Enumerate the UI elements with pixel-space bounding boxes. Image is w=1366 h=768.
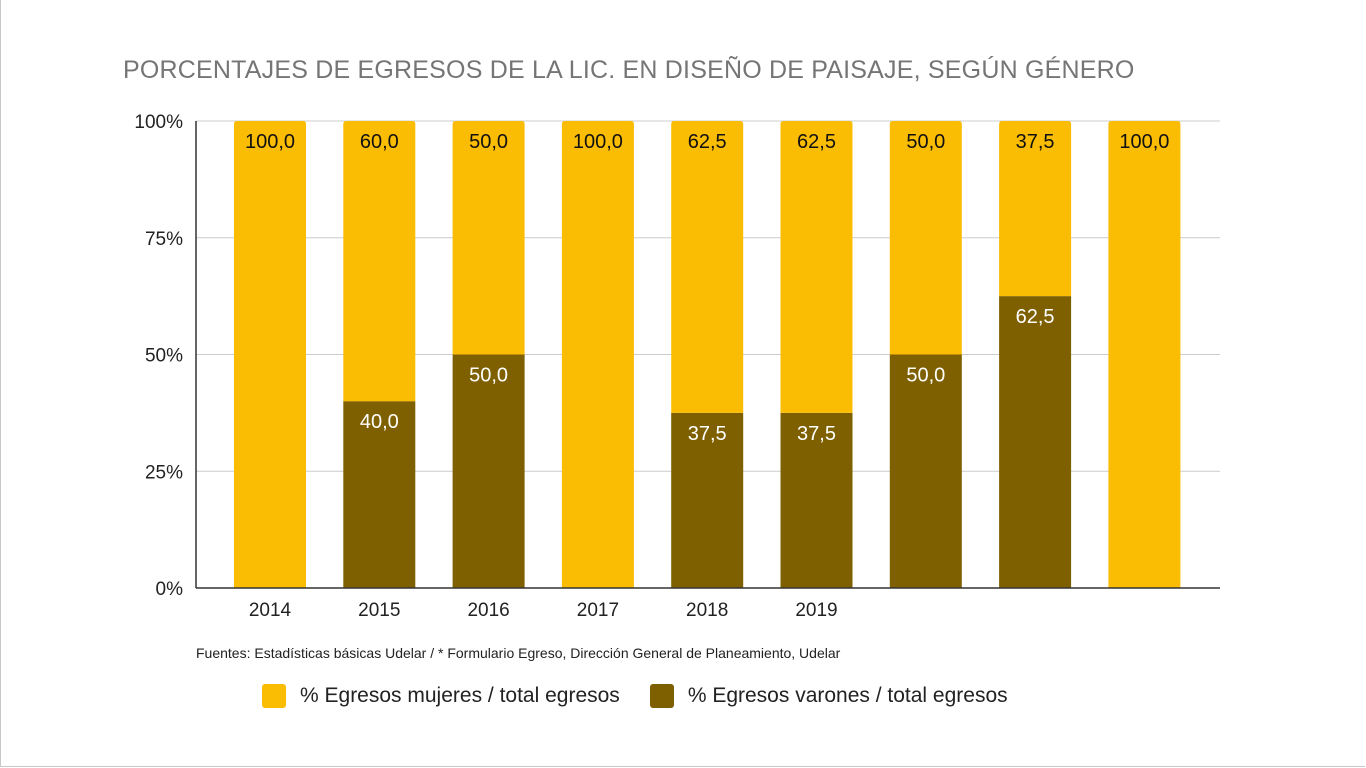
chart-title: PORCENTAJES DE EGRESOS DE LA LIC. EN DIS… xyxy=(123,56,1135,84)
chart-plot: 100,0 40,0 60,0 50,0 50,0 100,0 37,5 62,5 37,5 62… xyxy=(134,112,1220,621)
bar-mujeres xyxy=(452,121,525,355)
bar-varones xyxy=(343,401,416,588)
data-label: 37,5 xyxy=(688,423,727,445)
data-label: 50,0 xyxy=(906,365,945,387)
y-tick-label: 75% xyxy=(145,229,183,250)
y-tick-label: 50% xyxy=(145,346,183,367)
data-label: 50,0 xyxy=(906,131,945,153)
bar-mujeres xyxy=(561,121,634,588)
bar-mujeres xyxy=(889,121,962,355)
bar-mujeres xyxy=(1108,121,1181,588)
y-tick-label: 0% xyxy=(156,579,184,600)
legend-swatch-mujeres xyxy=(262,684,286,708)
bar-mujeres xyxy=(671,121,744,413)
legend-item-mujeres: % Egresos mujeres / total egresos xyxy=(262,684,620,708)
x-tick-label: 2019 xyxy=(795,600,837,621)
data-label: 62,5 xyxy=(797,131,836,153)
x-tick-label: 2014 xyxy=(249,600,292,621)
x-tick-label: 2015 xyxy=(358,600,400,621)
bar-varones xyxy=(780,412,853,588)
data-label: 62,5 xyxy=(1016,306,1055,328)
data-label: 50,0 xyxy=(469,365,508,387)
data-label: 100,0 xyxy=(245,131,295,153)
bar-varones xyxy=(671,412,744,588)
legend: % Egresos mujeres / total egresos % Egre… xyxy=(262,684,1038,708)
bar-mujeres xyxy=(343,121,416,402)
legend-item-varones: % Egresos varones / total egresos xyxy=(649,684,1008,708)
legend-swatch-varones xyxy=(649,684,674,708)
data-label: 40,0 xyxy=(360,411,399,433)
y-tick-label: 25% xyxy=(145,462,183,483)
data-label: 100,0 xyxy=(573,131,623,153)
legend-label-mujeres: % Egresos mujeres / total egresos xyxy=(300,684,620,707)
y-tick-label: 100% xyxy=(134,112,183,133)
legend-label-varones: % Egresos varones / total egresos xyxy=(687,684,1008,707)
bar-mujeres xyxy=(999,121,1072,297)
bar-mujeres xyxy=(234,121,306,588)
bar-varones xyxy=(452,354,525,588)
data-label: 62,5 xyxy=(688,131,727,153)
x-tick-label: 2018 xyxy=(686,600,728,621)
x-tick-label: 2016 xyxy=(467,600,509,621)
data-label: 60,0 xyxy=(360,131,399,153)
bar-mujeres xyxy=(780,121,853,413)
x-tick-label: 2017 xyxy=(577,600,619,621)
bar-varones xyxy=(889,354,962,588)
data-label: 37,5 xyxy=(797,423,836,445)
data-label: 100,0 xyxy=(1119,131,1169,153)
data-label: 37,5 xyxy=(1016,131,1055,153)
data-label: 50,0 xyxy=(469,131,508,153)
bar-varones xyxy=(999,296,1072,588)
source-note: Fuentes: Estadísticas básicas Udelar / *… xyxy=(196,645,841,661)
